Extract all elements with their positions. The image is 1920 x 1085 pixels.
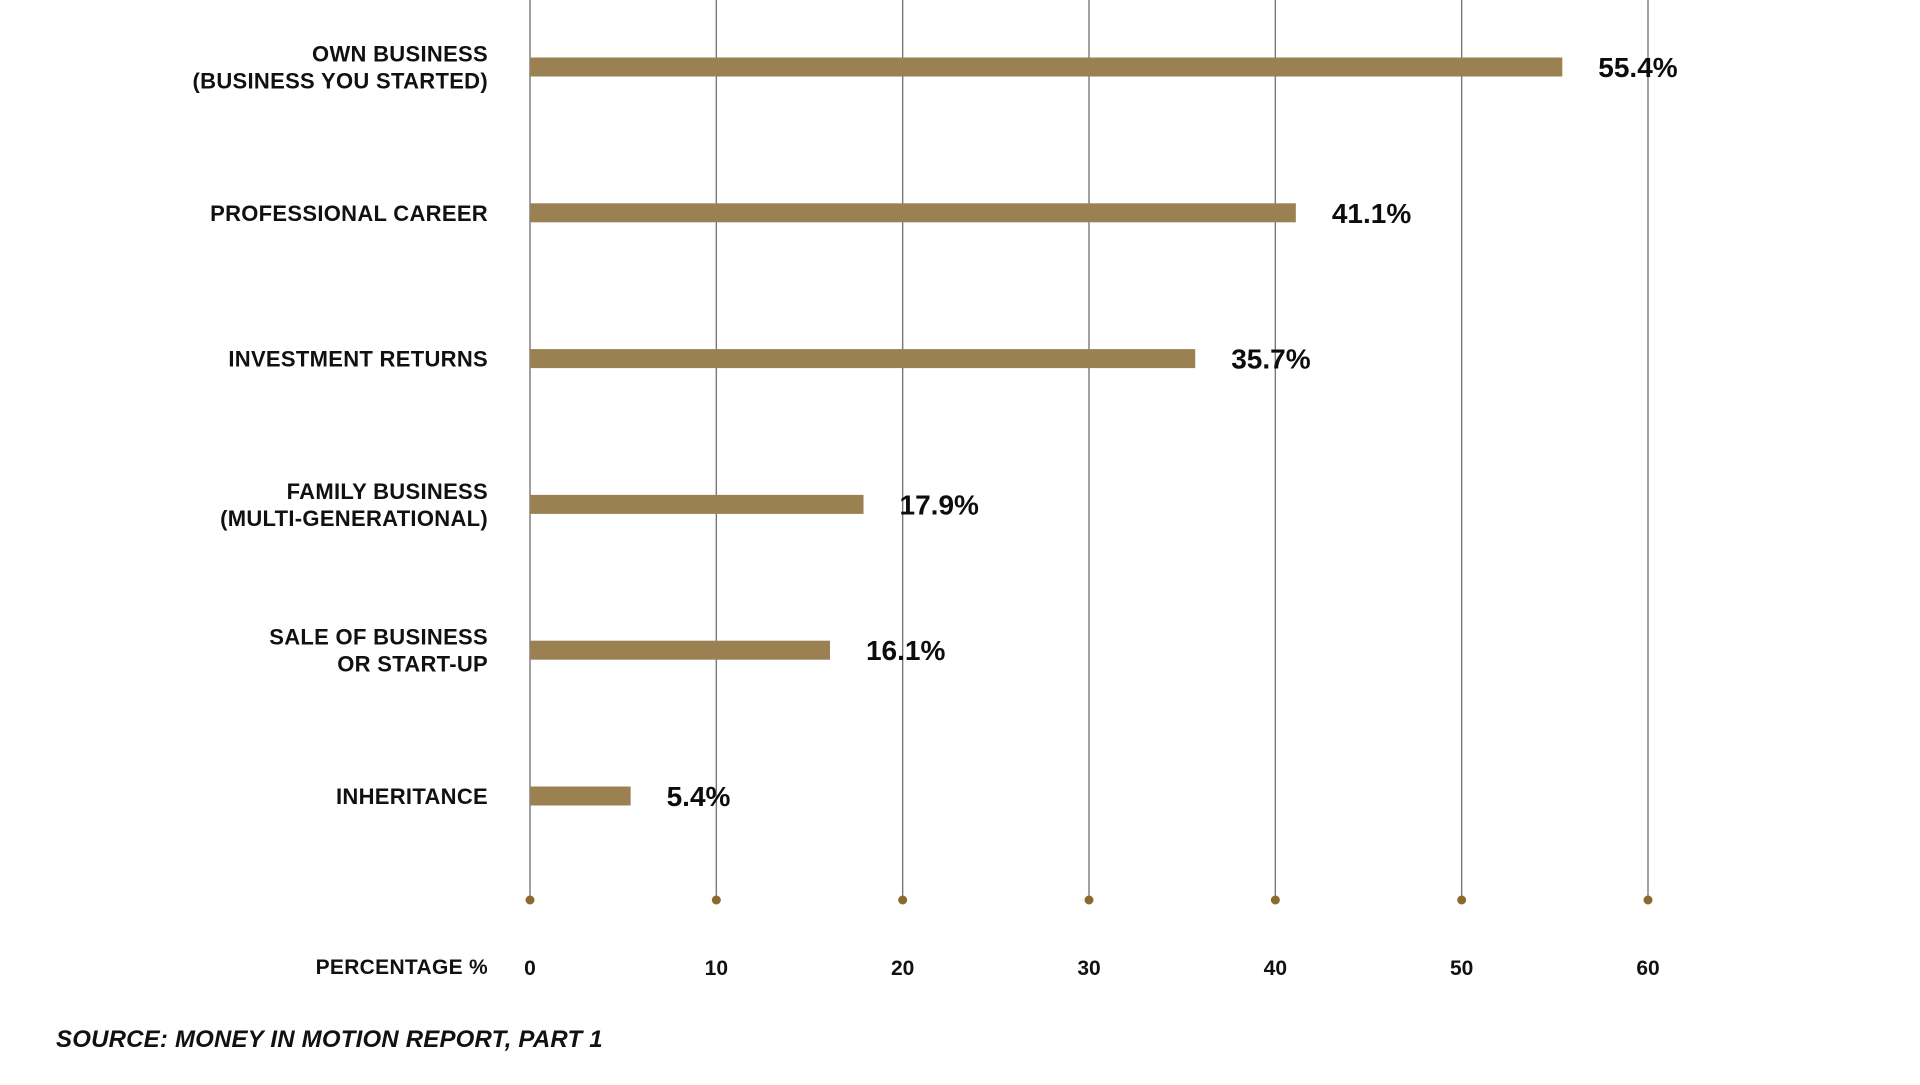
category-label-line: PROFESSIONAL CAREER [210,201,488,226]
x-tick-label: 60 [1636,957,1659,980]
category-label: SALE OF BUSINESS OR START-UP [269,625,488,677]
x-tick-label: 50 [1450,957,1473,980]
x-tick-label: 30 [1077,957,1100,980]
tick-dot [898,895,908,905]
grid-layer [525,0,1653,905]
source-note: SOURCE: MONEY IN MOTION REPORT, PART 1 [56,1026,603,1053]
tick-dot [1270,895,1280,905]
value-labels: 55.4% 41.1% 35.7% 17.9% 16.1% 5.4% [667,52,1678,812]
x-axis-title: PERCENTAGE % [316,956,488,979]
category-label-line: OWN BUSINESS [312,42,488,67]
data-label: 17.9% [900,489,979,520]
data-label: 55.4% [1598,52,1677,83]
tick-dot [525,895,535,905]
category-label-line: (BUSINESS YOU STARTED) [193,69,488,94]
bar [530,494,864,514]
category-label: FAMILY BUSINESS (MULTI-GENERATIONAL) [220,479,488,531]
category-label-line: INHERITANCE [336,784,488,809]
tick-dot [1643,895,1653,905]
bar [530,786,631,806]
data-label: 16.1% [866,635,945,666]
tick-dot [1084,895,1094,905]
bars [530,57,1563,806]
bar [530,203,1296,223]
x-tick-label: 0 [524,957,536,980]
tick-dot [1457,895,1467,905]
category-label-line: FAMILY BUSINESS [287,479,488,504]
category-label: PROFESSIONAL CAREER [210,201,488,226]
x-axis-ticks: 0 10 20 30 40 50 60 [524,957,1660,980]
x-tick-label: 20 [891,957,914,980]
category-label-line: (MULTI-GENERATIONAL) [220,506,488,531]
x-tick-label: 40 [1264,957,1287,980]
data-label: 41.1% [1332,198,1411,229]
tick-dot [711,895,721,905]
category-label-line: INVESTMENT RETURNS [228,347,488,372]
bar [530,349,1196,369]
bar [530,57,1563,77]
x-tick-label: 10 [705,957,728,980]
data-label: 35.7% [1231,344,1310,375]
category-label: INVESTMENT RETURNS [228,347,488,372]
category-label: INHERITANCE [336,784,488,809]
category-label-line: SALE OF BUSINESS [269,625,488,650]
category-label-line: OR START-UP [337,652,488,677]
category-label: OWN BUSINESS (BUSINESS YOU STARTED) [193,42,488,94]
category-labels: OWN BUSINESS (BUSINESS YOU STARTED) PROFES… [193,42,488,810]
data-label: 5.4% [667,781,731,812]
bar [530,640,830,660]
